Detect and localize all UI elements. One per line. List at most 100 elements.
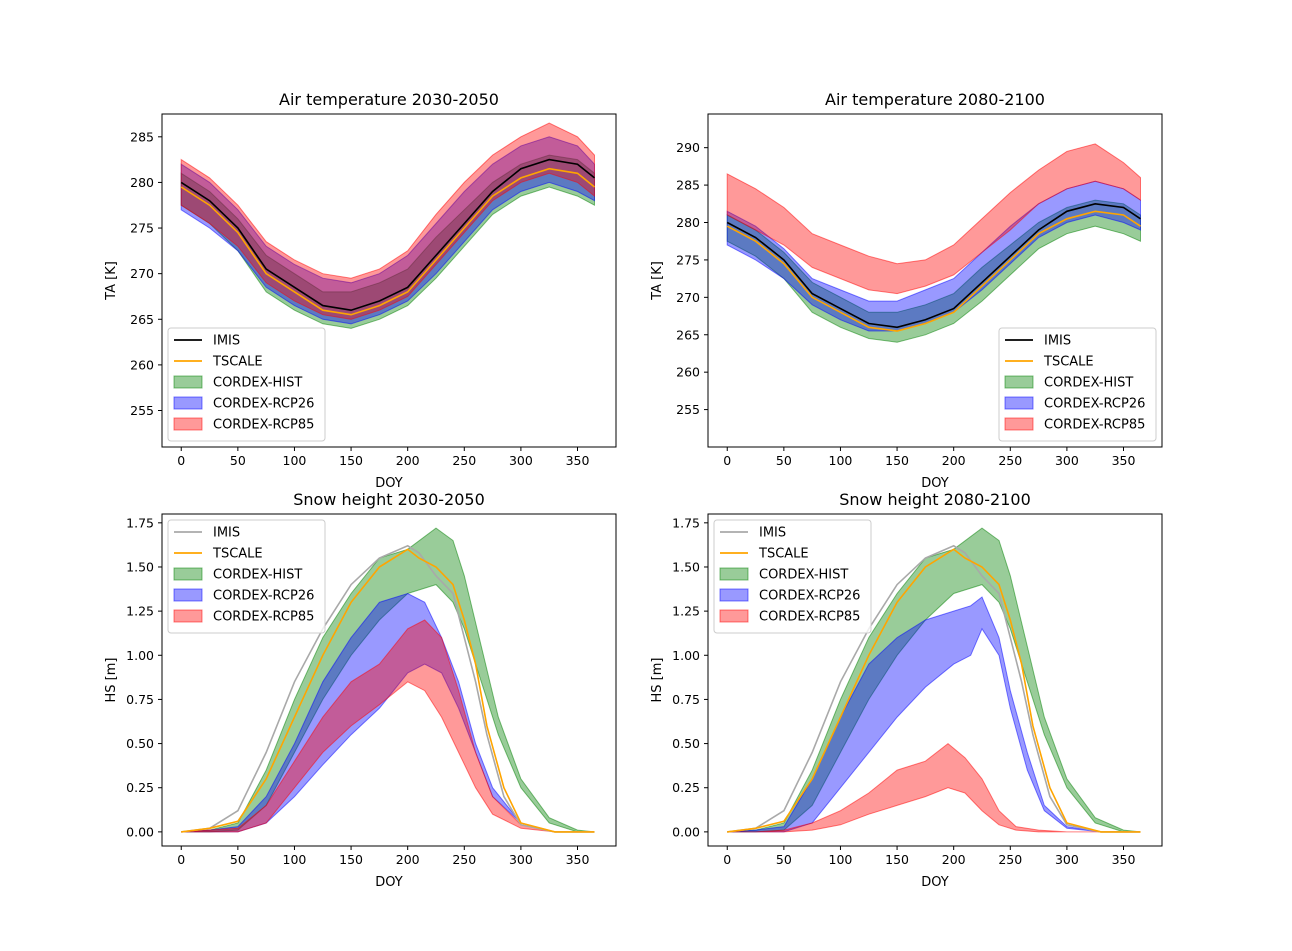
legend-swatch-cordex-hist (1004, 375, 1034, 389)
legend-label-cordex-rcp85: CORDEX-RCP85 (759, 610, 860, 625)
legend-swatch-cordex-rcp85 (719, 609, 749, 623)
legend-label-cordex-rcp26: CORDEX-RCP26 (213, 397, 314, 412)
x-tick-label: 200 (942, 852, 966, 867)
x-tick-label: 0 (177, 852, 185, 867)
line-tscale (727, 548, 1141, 833)
y-tick-label: 1.25 (672, 604, 700, 619)
y-tick-label: 285 (676, 178, 700, 193)
x-tick-label: 100 (829, 453, 853, 468)
legend-box (998, 327, 1157, 442)
x-tick-label: 0 (723, 852, 731, 867)
y-axis-label: HS [m] (104, 658, 119, 703)
legend-swatch-cordex-rcp26 (173, 396, 203, 410)
band-cordex-rcp85 (727, 742, 1141, 833)
line-imis (727, 544, 1141, 833)
legend: IMIS TSCALE CORDEX-HIST CORDEX-RCP26 CORDEX-… (713, 519, 872, 634)
y-tick-label: 0.50 (672, 736, 700, 751)
legend-label-tscale: TSCALE (1043, 355, 1094, 370)
legend-label-imis: IMIS (213, 334, 240, 349)
legend-swatch-cordex-rcp85 (1004, 417, 1034, 431)
y-tick-label: 1.75 (126, 515, 154, 530)
legend-swatch-cordex-hist (173, 375, 203, 389)
chart-panel-3: 0 50 100 150 200 250 300 350 0.00 0.25 0.50 0.75 1.0… (104, 490, 617, 890)
chart-title: Air temperature 2080-2100 (825, 90, 1045, 109)
line-tscale (726, 210, 1141, 332)
legend-label-cordex-rcp85: CORDEX-RCP85 (1044, 418, 1145, 433)
legend: IMIS TSCALE CORDEX-HIST CORDEX-RCP26 CORDEX-… (167, 519, 326, 634)
x-tick-label: 0 (177, 453, 185, 468)
y-tick-label: 0.75 (672, 692, 700, 707)
x-tick-label: 300 (509, 852, 533, 867)
y-tick-label: 260 (676, 365, 700, 380)
x-tick-label: 100 (283, 453, 307, 468)
x-tick-label: 250 (998, 852, 1022, 867)
line-imis (180, 158, 596, 312)
y-tick-label: 275 (130, 221, 154, 236)
band-cordex-rcp26 (181, 592, 595, 833)
plot-area (727, 527, 1141, 833)
x-tick-label: 350 (566, 453, 590, 468)
legend-swatch-cordex-rcp85 (173, 417, 203, 431)
x-tick-label: 150 (339, 453, 363, 468)
x-tick-label: 150 (885, 453, 909, 468)
band-cordex-rcp85 (726, 143, 1141, 295)
x-tick-label: 200 (942, 453, 966, 468)
y-tick-label: 255 (130, 403, 154, 418)
chart-panel-1: 0 50 100 150 200 250 300 350 255 260 265 270 275 280 2… (104, 90, 617, 491)
chart-title: Snow height 2030-2050 (293, 490, 485, 509)
x-tick-label: 300 (509, 453, 533, 468)
x-tick-label: 150 (885, 852, 909, 867)
legend-label-tscale: TSCALE (758, 547, 809, 562)
axes-frame (707, 513, 1163, 847)
y-tick-label: 270 (676, 290, 700, 305)
band-cordex-rcp26 (180, 136, 595, 325)
legend-box (713, 519, 872, 634)
axes-frame (707, 113, 1163, 448)
x-tick-label: 150 (339, 852, 363, 867)
y-tick-label: 1.75 (672, 515, 700, 530)
y-tick-label: 265 (130, 312, 154, 327)
legend-label-cordex-rcp26: CORDEX-RCP26 (1044, 397, 1145, 412)
x-tick-label: 350 (566, 852, 590, 867)
legend: IMIS TSCALE CORDEX-HIST CORDEX-RCP26 CORDEX-… (998, 327, 1157, 442)
y-tick-label: 270 (130, 266, 154, 281)
x-tick-label: 100 (283, 852, 307, 867)
legend-box (167, 327, 326, 442)
legend-label-cordex-rcp26: CORDEX-RCP26 (759, 589, 860, 604)
y-tick-label: 0.75 (126, 692, 154, 707)
x-axis-label: DOY (921, 875, 949, 890)
x-tick-label: 250 (998, 453, 1022, 468)
y-tick-label: 1.50 (126, 559, 154, 574)
x-tick-label: 50 (230, 453, 246, 468)
legend: IMIS TSCALE CORDEX-HIST CORDEX-RCP26 CORDEX-… (167, 327, 326, 442)
line-imis (181, 544, 595, 833)
legend-label-tscale: TSCALE (212, 547, 263, 562)
line-tscale (180, 167, 596, 316)
x-axis-label: DOY (375, 875, 403, 890)
x-tick-label: 50 (776, 453, 792, 468)
y-tick-label: 0.25 (672, 780, 700, 795)
y-tick-label: 280 (676, 215, 700, 230)
y-axis-label: HS [m] (650, 658, 665, 703)
legend-swatch-cordex-rcp26 (1004, 396, 1034, 410)
legend-label-imis: IMIS (759, 526, 786, 541)
x-tick-label: 250 (452, 453, 476, 468)
chart-panel-2: 0 50 100 150 200 250 300 350 255 260 265 270 275 280 2… (650, 90, 1163, 491)
axes-frame (161, 113, 617, 448)
line-imis (726, 202, 1141, 329)
y-tick-label: 1.00 (126, 648, 154, 663)
x-tick-label: 300 (1055, 852, 1079, 867)
legend-label-cordex-hist: CORDEX-HIST (213, 568, 302, 583)
legend-swatch-cordex-rcp85 (173, 609, 203, 623)
x-tick-label: 200 (396, 453, 420, 468)
legend-label-imis: IMIS (213, 526, 240, 541)
y-tick-label: 0.00 (672, 824, 700, 839)
y-tick-label: 290 (676, 140, 700, 155)
legend-swatch-cordex-hist (173, 567, 203, 581)
y-tick-label: 260 (130, 357, 154, 372)
legend-label-cordex-hist: CORDEX-HIST (213, 376, 302, 391)
y-tick-label: 255 (676, 402, 700, 417)
y-tick-label: 265 (676, 327, 700, 342)
legend-label-cordex-rcp85: CORDEX-RCP85 (213, 610, 314, 625)
y-tick-label: 1.00 (672, 648, 700, 663)
